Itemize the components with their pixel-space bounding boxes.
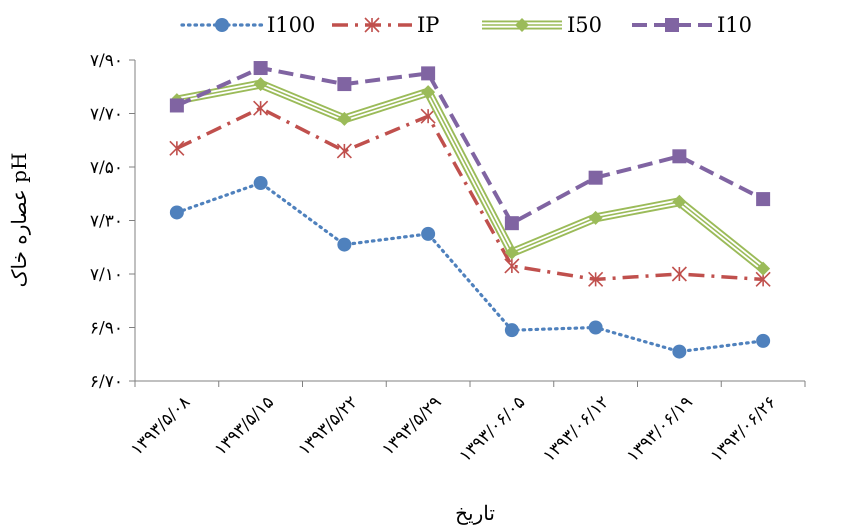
y-tick-label: ۷/۳۰ [90,212,123,232]
data-point-i100 [504,323,519,338]
series-line-ip [176,106,764,282]
x-axis-title: تاریخ [455,501,495,525]
data-point-ip [588,271,604,287]
x-tick-label: ۱۳۹۳/۰۶/۲۶ [707,392,781,466]
data-point-i10 [169,98,184,113]
series-line-i10 [176,66,765,226]
x-tick-label: ۱۳۹۳/۵/۲۹ [378,392,445,459]
data-point-i100 [756,333,771,348]
legend-label-i100: I100 [267,13,315,37]
data-point-i10 [672,149,687,164]
data-point-i10 [421,66,436,81]
legend-marker-i10 [665,18,679,32]
legend-item-ip: IP [332,13,439,37]
x-tick-label: ۱۳۹۳/۵/۰۸ [127,392,194,459]
series-ip [169,100,771,287]
data-point-i10 [253,61,268,76]
data-point-i100 [588,320,603,335]
data-point-i100 [169,205,184,220]
y-tick-label: ۷/۵۰ [90,158,123,178]
data-point-i10 [756,192,771,207]
y-tick-label: ۷/۷۰ [90,105,123,125]
data-point-i50 [504,245,519,260]
legend-marker-i100 [215,18,229,32]
data-point-i50 [253,77,268,92]
data-point-ip [169,140,185,156]
data-point-i10 [504,216,519,231]
y-tick-label: ۶/۷۰ [90,372,123,392]
legend-label-ip: IP [417,13,439,37]
legend-marker-ip [364,17,380,33]
data-point-i50 [588,210,603,225]
x-tick-label: ۱۳۹۳/۰۶/۱۹ [623,392,697,466]
x-tick-label: ۱۳۹۳/۵/۲۲ [294,392,361,459]
y-tick-label: ۷/۱۰ [90,265,123,285]
data-point-i100 [253,176,268,191]
x-tick-label: ۱۳۹۳/۰۶/۱۲ [539,392,613,466]
series-i50 [169,77,771,276]
data-point-i50 [421,85,436,100]
data-point-ip [420,108,436,124]
data-point-i50 [756,261,771,276]
legend-label-i10: I10 [717,13,752,37]
x-tick-label: ۱۳۹۳/۵/۱۵ [211,392,278,459]
legend-label-i50: I50 [567,13,602,37]
series-i100 [169,176,771,359]
data-point-i10 [588,170,603,185]
data-point-i10 [337,77,352,92]
x-tick-label: ۱۳۹۳/۰۶/۰۵ [456,392,530,466]
data-point-ip [336,143,352,159]
data-point-ip [671,266,687,282]
data-point-i50 [337,111,352,126]
series-layer [169,61,771,359]
legend-item-i100: I100 [180,13,315,37]
series-line-i50-core [176,83,764,270]
data-point-ip [253,100,269,116]
axes: ۶/۷۰ ۶/۹۰ ۷/۱۰ ۷/۳۰ ۷/۵۰ ۷/۷۰ ۷/۹۰ ۱۳۹۳/۵/۰۸ ۱۳۹… [90,51,806,466]
y-tick-label: ۶/۹۰ [90,319,123,339]
data-point-i50 [672,194,687,209]
series-i10 [169,61,771,231]
legend-marker-i50 [515,18,529,32]
legend: I100 IP I50 I10 [180,13,752,37]
data-point-i100 [421,226,436,241]
series-line-i100 [175,181,765,354]
legend-item-i50: I50 [482,13,602,37]
data-point-i100 [337,237,352,252]
y-axis-title: pH عصاره خاک [7,153,31,288]
data-point-i100 [672,344,687,359]
data-point-ip [504,258,520,274]
y-tick-label: ۷/۹۰ [90,51,123,71]
legend-item-i10: I10 [632,13,752,37]
